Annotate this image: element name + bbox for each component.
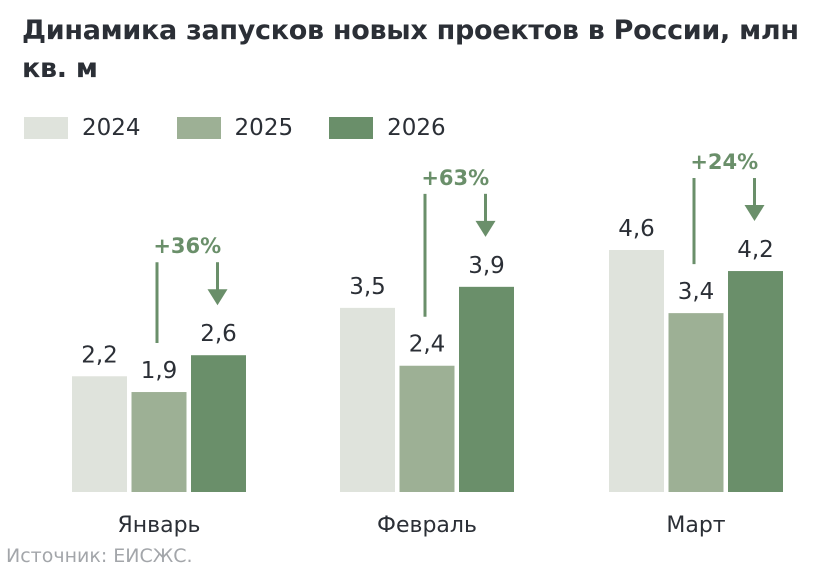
change-percent-label: +24% [690,150,758,174]
bar-2024 [340,307,395,492]
chart-title: Динамика запусков новых проектов в Росси… [22,15,799,84]
category-label: Февраль [377,513,477,538]
bar-2024 [72,376,127,492]
bar-2025 [131,392,187,492]
data-label: 2,6 [200,321,237,347]
data-label: 4,2 [737,237,774,263]
legend-swatch [329,117,374,139]
data-label: 3,4 [678,279,715,305]
arrow-down-icon [475,220,496,237]
arrow-down-icon [207,289,228,306]
bar-2026 [728,271,783,492]
data-label: 2,2 [81,342,118,368]
legend-item-2026: 2026 [329,115,446,141]
data-label: 4,6 [618,216,655,242]
bar-2026 [191,355,246,492]
bar-2025 [399,365,455,492]
legend-swatch [176,117,221,139]
bar-2024 [609,250,664,492]
data-label: 1,9 [141,358,178,384]
change-percent-label: +63% [421,166,489,190]
bar-2026 [459,286,514,492]
source-note: Источник: ЕИСЖС. [6,545,193,567]
legend-swatch [24,117,68,139]
legend-label: 2024 [82,115,141,141]
legend: 2024 2025 2026 [24,115,482,141]
legend-item-2025: 2025 [176,115,294,141]
legend-item-2024: 2024 [24,115,141,141]
category-label: Март [666,513,725,538]
category-label: Январь [117,513,200,538]
change-percent-label: +36% [153,234,221,258]
data-label: 3,9 [468,253,505,279]
data-label: 2,4 [409,332,446,358]
legend-label: 2026 [387,115,446,141]
bar-2025 [668,313,724,492]
legend-label: 2025 [234,115,294,141]
arrow-down-icon [744,205,765,222]
data-label: 3,5 [349,274,386,300]
